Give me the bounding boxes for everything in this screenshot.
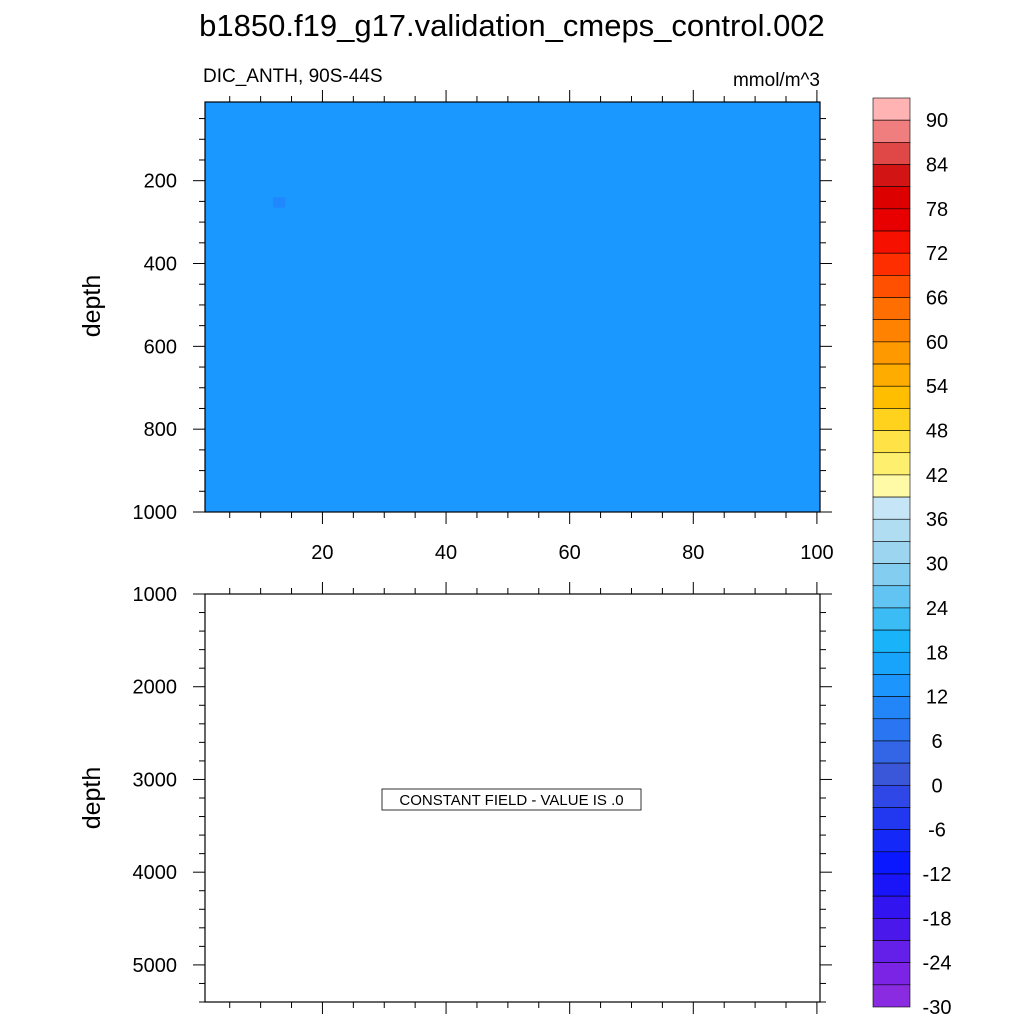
colorbar-swatch	[872, 319, 911, 343]
y-tick-label: 2000	[133, 677, 178, 699]
colorbar-tick-label: 66	[926, 288, 948, 310]
x-tick-label: 40	[435, 542, 457, 564]
figure-title: b1850.f19_g17.validation_cmeps_control.0…	[199, 8, 825, 43]
colorbar-swatch	[872, 784, 911, 808]
colorbar-tick-label: -12	[923, 864, 952, 886]
colorbar-swatch	[872, 762, 911, 786]
colorbar-tick-label: 12	[926, 687, 948, 709]
colorbar-swatch	[872, 142, 911, 165]
colorbar-tick-label: 48	[926, 421, 948, 443]
colorbar-swatch	[872, 164, 911, 187]
colorbar-swatch	[872, 807, 911, 830]
colorbar-tick-label: 54	[926, 376, 948, 398]
top-ylabel: depth	[78, 275, 106, 338]
colorbar-tick-label: 36	[926, 509, 948, 531]
bottom-panel: depth 1000 2000 3000 4000 5000 CONSTANT FIEL…	[78, 582, 832, 1014]
colorbar-tick-label: 6	[931, 731, 942, 753]
colorbar-tick-label: 30	[926, 554, 948, 576]
colorbar-swatch	[872, 873, 911, 897]
colorbar-swatch	[872, 97, 911, 121]
top-axis-ticks: 20 40 60 80 100 200 400 600 800 1000	[133, 90, 834, 564]
x-tick-label: 80	[682, 542, 704, 564]
constant-field-box	[381, 788, 642, 811]
top-plot-frame	[204, 101, 821, 513]
colorbar-tick-label: -6	[928, 820, 946, 842]
colorbar-tick-label: 90	[926, 110, 948, 132]
colorbar-swatch	[872, 918, 911, 941]
bottom-axis-ticks: 1000 2000 3000 4000 5000	[133, 582, 832, 1014]
colorbar-swatch	[872, 252, 911, 276]
y-tick-label: 1000	[133, 502, 178, 524]
colorbar-swatch	[872, 474, 911, 498]
x-tick-label: 100	[800, 542, 833, 564]
colorbar-swatch	[872, 452, 911, 476]
colorbar-swatch	[872, 363, 911, 387]
colorbar-swatch	[872, 629, 911, 653]
y-tick-label: 400	[144, 254, 177, 276]
heatmap-cell	[272, 197, 286, 208]
colorbar-swatch	[872, 651, 911, 675]
constant-field-message: CONSTANT FIELD - VALUE IS .0	[399, 792, 623, 809]
colorbar-swatch	[872, 385, 911, 409]
y-tick-label: 1000	[133, 584, 178, 606]
colorbar-tick-label: 78	[926, 199, 948, 221]
colorbar-swatch	[872, 740, 911, 764]
colorbar-swatch	[872, 563, 911, 587]
top-right-title: mmol/m^3	[733, 70, 820, 91]
colorbar-swatch	[872, 895, 911, 919]
colorbar-swatch	[872, 607, 911, 631]
top-heatmap-fill	[205, 102, 820, 512]
bottom-ylabel: depth	[78, 767, 106, 830]
colorbar-swatch	[872, 674, 911, 697]
colorbar-swatch	[872, 230, 911, 254]
colorbar-swatch	[872, 119, 911, 143]
colorbar-swatch	[872, 275, 911, 298]
bottom-plot-frame	[204, 593, 821, 1003]
colorbar-swatch	[872, 696, 911, 720]
y-tick-label: 800	[144, 419, 177, 441]
colorbar-tick-label: 42	[926, 465, 948, 487]
colorbar-swatch	[872, 829, 911, 853]
colorbar-tick-label: 84	[926, 155, 948, 177]
colorbar-swatch	[872, 297, 911, 321]
colorbar-tick-label: -18	[923, 908, 952, 930]
colorbar: 908478726660544842363024181260-6-12-18-2…	[872, 97, 952, 1019]
y-tick-label: 5000	[133, 955, 178, 977]
colorbar-swatch	[872, 984, 911, 1008]
colorbar-swatch	[872, 518, 911, 542]
colorbar-tick-label: 60	[926, 332, 948, 354]
colorbar-swatch	[872, 208, 911, 232]
colorbar-tick-label: 72	[926, 243, 948, 265]
colorbar-swatch	[872, 585, 911, 609]
y-tick-label: 4000	[133, 862, 178, 884]
colorbar-tick-label: -24	[923, 953, 952, 975]
y-tick-label: 3000	[133, 769, 178, 791]
colorbar-swatch	[872, 940, 911, 963]
colorbar-swatch	[872, 408, 911, 431]
colorbar-swatch	[872, 851, 911, 875]
colorbar-tick-label: 18	[926, 642, 948, 664]
y-tick-label: 200	[144, 171, 177, 193]
colorbar-swatch	[872, 430, 911, 454]
colorbar-swatch	[872, 962, 911, 986]
y-tick-label: 600	[144, 336, 177, 358]
colorbar-swatch	[872, 341, 911, 365]
colorbar-tick-label: -30	[923, 997, 952, 1019]
colorbar-tick-label: 24	[926, 598, 948, 620]
colorbar-swatch	[872, 541, 911, 564]
top-panel: DIC_ANTH, 90S-44S mmol/m^3 depth 20 40 60 8…	[78, 66, 834, 564]
colorbar-swatch	[872, 186, 911, 210]
top-heatmap-cells	[272, 197, 286, 208]
x-tick-label: 20	[311, 542, 333, 564]
x-tick-label: 60	[559, 542, 581, 564]
colorbar-swatch	[872, 496, 911, 520]
top-left-title: DIC_ANTH, 90S-44S	[203, 66, 383, 87]
colorbar-swatch	[872, 718, 911, 742]
colorbar-tick-label: 0	[931, 775, 942, 797]
